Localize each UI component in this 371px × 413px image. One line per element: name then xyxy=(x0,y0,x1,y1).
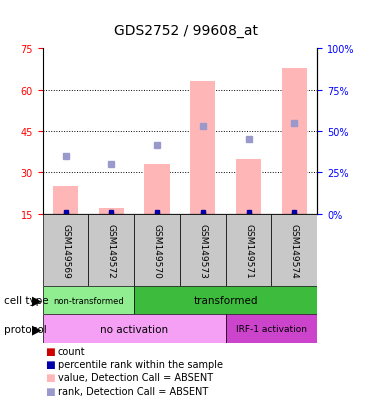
Text: percentile rank within the sample: percentile rank within the sample xyxy=(58,359,223,369)
Bar xyxy=(43,214,88,287)
Bar xyxy=(282,69,307,214)
Bar xyxy=(180,214,226,287)
Bar xyxy=(272,214,317,287)
Text: ▶: ▶ xyxy=(32,322,42,335)
Text: GDS2752 / 99608_at: GDS2752 / 99608_at xyxy=(114,24,257,38)
Text: GSM149571: GSM149571 xyxy=(244,223,253,278)
Text: IRF-1 activation: IRF-1 activation xyxy=(236,324,307,333)
Bar xyxy=(43,315,226,343)
Bar xyxy=(99,209,124,214)
Text: GSM149570: GSM149570 xyxy=(152,223,161,278)
Text: ■: ■ xyxy=(45,359,55,369)
Text: no activation: no activation xyxy=(100,324,168,334)
Text: GSM149573: GSM149573 xyxy=(198,223,207,278)
Text: GSM149572: GSM149572 xyxy=(107,223,116,278)
Text: ■: ■ xyxy=(45,386,55,396)
Text: value, Detection Call = ABSENT: value, Detection Call = ABSENT xyxy=(58,373,213,382)
Bar xyxy=(53,187,78,214)
Bar xyxy=(190,82,216,214)
Text: protocol: protocol xyxy=(4,324,46,334)
Text: ■: ■ xyxy=(45,373,55,382)
Text: transformed: transformed xyxy=(193,296,258,306)
Text: GSM149569: GSM149569 xyxy=(61,223,70,278)
Text: ■: ■ xyxy=(45,346,55,356)
Text: GSM149574: GSM149574 xyxy=(290,223,299,278)
Bar xyxy=(226,214,272,287)
Bar xyxy=(134,214,180,287)
Bar xyxy=(144,165,170,214)
Text: cell type: cell type xyxy=(4,296,48,306)
Text: ▶: ▶ xyxy=(32,294,42,307)
Text: count: count xyxy=(58,346,85,356)
Text: non-transformed: non-transformed xyxy=(53,296,124,305)
Bar xyxy=(134,287,317,315)
Bar xyxy=(43,287,134,315)
Bar xyxy=(88,214,134,287)
Bar xyxy=(226,315,317,343)
Bar xyxy=(236,159,261,214)
Text: rank, Detection Call = ABSENT: rank, Detection Call = ABSENT xyxy=(58,386,208,396)
